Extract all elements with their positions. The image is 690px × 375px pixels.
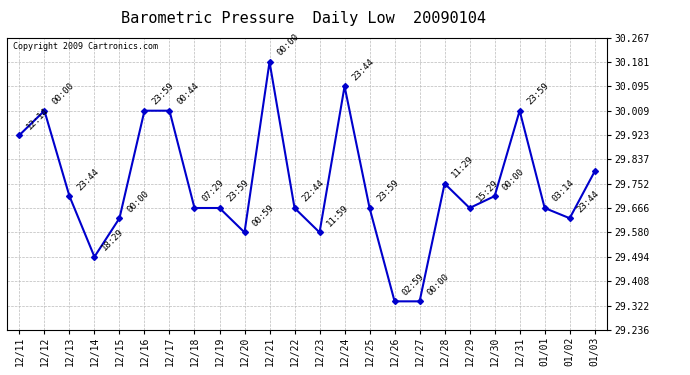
Text: 18:29: 18:29 [100, 227, 126, 253]
Text: 23:59: 23:59 [525, 81, 551, 106]
Text: 07:29: 07:29 [200, 178, 226, 204]
Text: 23:59: 23:59 [375, 178, 400, 204]
Text: 11:59: 11:59 [325, 203, 351, 228]
Text: 23:44: 23:44 [350, 57, 375, 82]
Text: 00:00: 00:00 [125, 189, 150, 214]
Text: 00:00: 00:00 [275, 32, 300, 58]
Text: 03:14: 03:14 [550, 178, 575, 204]
Text: Copyright 2009 Cartronics.com: Copyright 2009 Cartronics.com [13, 42, 158, 51]
Text: 11:29: 11:29 [450, 154, 475, 180]
Text: 23:44: 23:44 [75, 166, 100, 192]
Text: 12:14: 12:14 [25, 105, 50, 131]
Text: 00:00: 00:00 [500, 166, 526, 192]
Text: 23:59: 23:59 [225, 178, 250, 204]
Text: 02:59: 02:59 [400, 272, 426, 297]
Text: 00:00: 00:00 [50, 81, 75, 106]
Text: 23:44: 23:44 [575, 189, 600, 214]
Text: 23:59: 23:59 [150, 81, 175, 106]
Text: Barometric Pressure  Daily Low  20090104: Barometric Pressure Daily Low 20090104 [121, 11, 486, 26]
Text: 00:00: 00:00 [425, 272, 451, 297]
Text: 22:44: 22:44 [300, 178, 326, 204]
Text: 00:59: 00:59 [250, 203, 275, 228]
Text: 15:29: 15:29 [475, 178, 500, 204]
Text: 00:44: 00:44 [175, 81, 200, 106]
